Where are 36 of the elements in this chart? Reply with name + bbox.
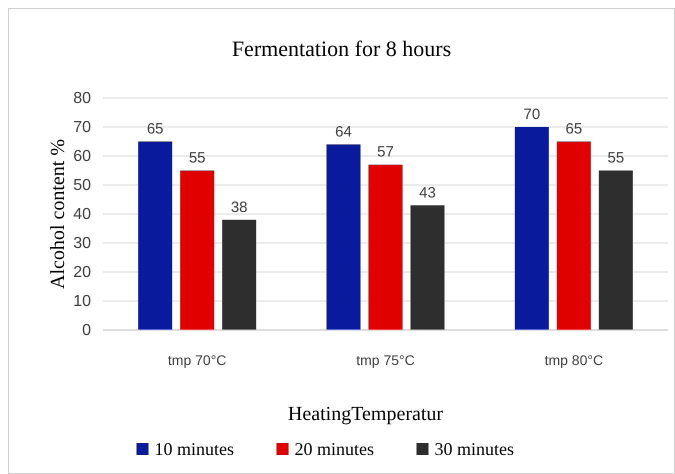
y-tick-label: 10 (73, 293, 92, 310)
legend-label: 10 minutes (154, 439, 234, 459)
bar (138, 142, 172, 330)
data-label: 65 (565, 120, 582, 138)
data-label: 43 (419, 184, 436, 202)
y-tick-label: 60 (73, 148, 92, 165)
bar (180, 170, 214, 330)
y-tick-label: 70 (73, 119, 92, 136)
x-tick-label: tmp 75°C (356, 352, 415, 368)
y-tick-label: 80 (73, 90, 92, 107)
data-label: 38 (230, 198, 248, 216)
y-tick-label: 20 (73, 264, 92, 281)
y-tick-label: 0 (82, 322, 92, 339)
y-tick-label: 40 (73, 206, 92, 223)
bar (514, 127, 549, 330)
bar (598, 170, 633, 330)
bar (556, 142, 591, 330)
bar (222, 220, 256, 330)
chart-title: Fermentation for 8 hours (232, 36, 452, 61)
x-axis-title: HeatingTemperatur (288, 403, 444, 425)
y-tick-label: 30 (73, 235, 92, 252)
x-tick-label: tmp 80°C (544, 352, 604, 368)
y-tick-label: 50 (73, 177, 92, 194)
data-label: 65 (146, 120, 164, 138)
data-label: 70 (523, 106, 540, 123)
legend-label: 30 minutes (434, 439, 514, 459)
data-label: 57 (377, 144, 394, 161)
data-label: 55 (188, 150, 206, 166)
x-tick-label: tmp 70°C (168, 352, 226, 368)
data-label: 55 (607, 150, 624, 166)
bar (368, 164, 402, 330)
bar (326, 144, 360, 330)
bar (410, 205, 444, 330)
legend-label: 20 minutes (294, 439, 374, 459)
y-axis-title: Alcohol content % (47, 139, 69, 289)
data-label: 64 (335, 123, 352, 140)
